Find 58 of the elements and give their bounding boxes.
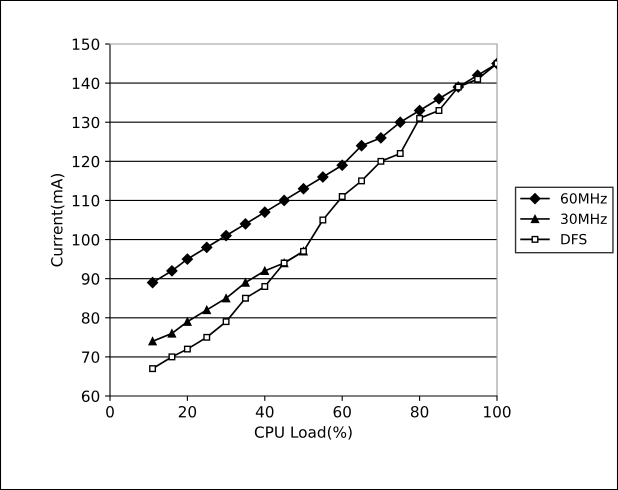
y-tick-label: 80 <box>82 312 100 324</box>
legend-label: 60MHz <box>560 193 607 204</box>
point <box>202 306 211 314</box>
x-tick-label: 20 <box>178 406 196 418</box>
point <box>319 216 326 224</box>
point <box>358 177 366 184</box>
y-axis-title: Current(mA) <box>50 174 64 266</box>
point <box>336 160 348 171</box>
point <box>396 150 404 157</box>
point <box>222 318 230 326</box>
point <box>240 218 252 230</box>
point <box>414 104 426 116</box>
point <box>182 254 194 265</box>
legend-label: DFS <box>561 234 586 244</box>
point <box>416 114 424 122</box>
x-axis-title: CPU Load(%) <box>254 426 352 440</box>
point <box>222 294 230 302</box>
y-tick-label: 130 <box>72 116 100 128</box>
point <box>203 334 210 341</box>
legend-label: 30MHz <box>561 214 607 224</box>
y-tick-label: 90 <box>82 273 100 285</box>
point <box>394 116 406 128</box>
point <box>435 107 442 114</box>
point <box>377 158 384 165</box>
point <box>278 194 290 206</box>
point <box>242 294 249 302</box>
y-tick-label: 120 <box>72 156 100 168</box>
y-tick-label: 140 <box>72 78 100 90</box>
point <box>298 183 310 194</box>
point <box>338 193 346 200</box>
point <box>260 266 269 276</box>
point <box>317 171 328 183</box>
x-tick-label: 60 <box>334 406 351 418</box>
y-tick-label: 70 <box>82 351 100 363</box>
point <box>356 140 368 152</box>
point <box>166 265 178 276</box>
point <box>375 132 387 144</box>
point <box>146 276 158 288</box>
x-tick-label: 80 <box>410 406 428 418</box>
point <box>183 318 192 326</box>
point <box>201 242 212 253</box>
y-tick-label: 150 <box>72 38 100 50</box>
x-tick-label: 100 <box>484 406 511 418</box>
point <box>184 346 191 353</box>
x-tick-label: 40 <box>256 406 274 418</box>
point <box>433 93 445 104</box>
point <box>168 329 176 338</box>
point <box>148 337 157 346</box>
point <box>261 283 268 290</box>
y-tick-label: 100 <box>72 234 100 246</box>
point <box>168 353 176 360</box>
y-tick-label: 60 <box>82 390 100 402</box>
x-tick-label: 0 <box>106 406 114 418</box>
point <box>149 365 156 372</box>
point <box>220 230 232 242</box>
y-tick-label: 110 <box>72 194 100 206</box>
point <box>241 278 250 287</box>
point <box>259 206 270 218</box>
